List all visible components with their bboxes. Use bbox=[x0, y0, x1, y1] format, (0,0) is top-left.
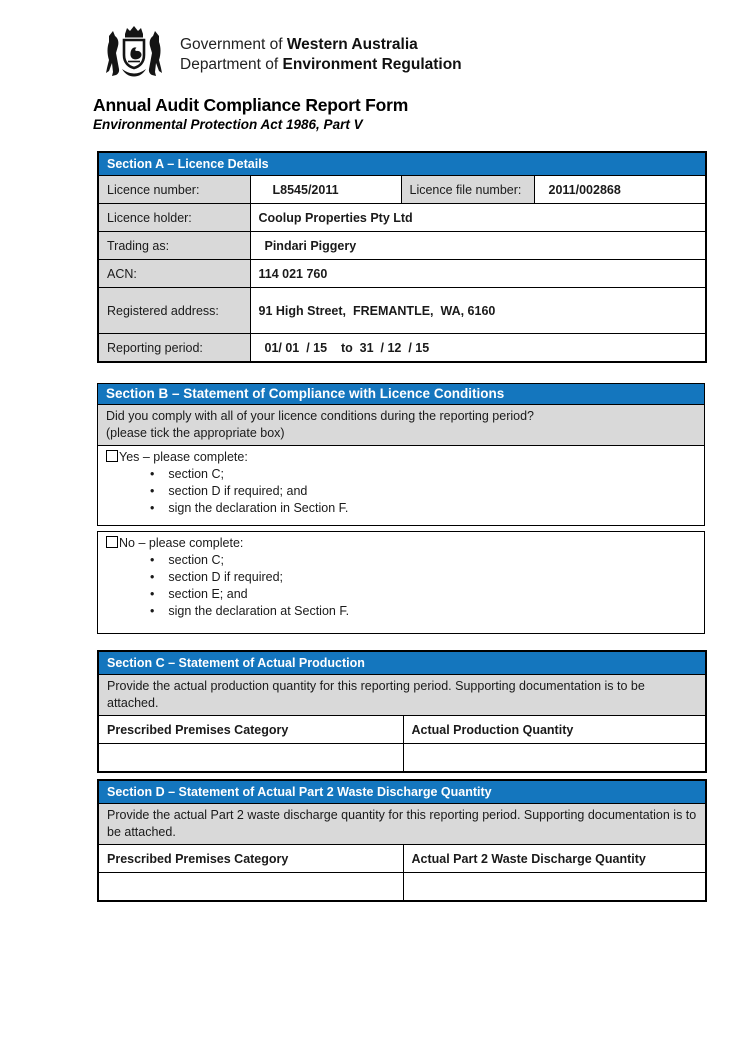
yes-checkbox[interactable] bbox=[106, 450, 118, 462]
section-d: Section D – Statement of Actual Part 2 W… bbox=[97, 779, 707, 902]
bullet-icon: • bbox=[150, 587, 155, 601]
section-d-table: Section D – Statement of Actual Part 2 W… bbox=[97, 779, 707, 902]
bullet-icon: • bbox=[150, 501, 155, 515]
section-d-header: Section D – Statement of Actual Part 2 W… bbox=[97, 779, 707, 804]
list-item: • sign the declaration in Section F. bbox=[106, 500, 696, 517]
no-bullet-3: section E; and bbox=[168, 587, 248, 601]
licence-holder-label: Licence holder: bbox=[97, 203, 251, 232]
list-item: • section C; bbox=[106, 552, 696, 569]
trading-as-value[interactable]: Pindari Piggery bbox=[249, 231, 707, 260]
column-header-production-quantity: Actual Production Quantity bbox=[402, 715, 707, 744]
reporting-period-label: Reporting period: bbox=[97, 333, 251, 363]
no-option-box: No – please complete: • section C; • secti… bbox=[97, 531, 705, 634]
gov-line-1: Government of Western Australia bbox=[180, 35, 462, 55]
licence-holder-value[interactable]: Coolup Properties Pty Ltd bbox=[249, 203, 707, 232]
yes-bullet-3: sign the declaration in Section F. bbox=[168, 501, 349, 515]
column-header-category: Prescribed Premises Category bbox=[97, 844, 404, 873]
yes-option-line: Yes – please complete: bbox=[106, 449, 696, 466]
no-bullet-list: • section C; • section D if required; • sec… bbox=[106, 552, 696, 620]
gov-line1-bold: Western Australia bbox=[286, 36, 418, 53]
section-b: Section B – Statement of Compliance with… bbox=[97, 383, 705, 634]
question-line-2: (please tick the appropriate box) bbox=[106, 426, 285, 440]
gov-line1-normal: Government of bbox=[180, 36, 287, 53]
licence-number-value[interactable]: L8545/2011 bbox=[249, 175, 402, 204]
licence-file-number-value[interactable]: 2011/002868 bbox=[533, 175, 707, 204]
list-item: • section C; bbox=[106, 466, 696, 483]
licence-number-label: Licence number: bbox=[97, 175, 251, 204]
waste-discharge-quantity-input-cell[interactable] bbox=[402, 872, 707, 902]
yes-bullet-1: section C; bbox=[168, 467, 224, 481]
no-bullet-1: section C; bbox=[168, 553, 224, 567]
bullet-icon: • bbox=[150, 484, 155, 498]
no-bullet-2: section D if required; bbox=[168, 570, 284, 584]
no-option-label: No – please complete: bbox=[119, 536, 244, 550]
wa-coat-of-arms-logo bbox=[99, 24, 169, 93]
acn-label: ACN: bbox=[97, 259, 251, 288]
no-checkbox[interactable] bbox=[106, 536, 118, 548]
column-header-waste-discharge-quantity: Actual Part 2 Waste Discharge Quantity bbox=[402, 844, 707, 873]
table-row bbox=[97, 872, 707, 902]
yes-option-box: Yes – please complete: • section C; • sect… bbox=[97, 445, 705, 526]
government-text: Government of Western Australia Departme… bbox=[180, 35, 462, 74]
section-a: Section A – Licence Details Licence numb… bbox=[97, 151, 708, 363]
question-line-1: Did you comply with all of your licence … bbox=[106, 409, 535, 423]
registered-address-label: Registered address: bbox=[97, 287, 251, 334]
licence-file-number-label: Licence file number: bbox=[400, 175, 535, 204]
section-b-header: Section B – Statement of Compliance with… bbox=[97, 383, 705, 405]
trading-as-label: Trading as: bbox=[97, 231, 251, 260]
section-a-table: Section A – Licence Details Licence numb… bbox=[97, 151, 708, 363]
list-item: • sign the declaration at Section F. bbox=[106, 603, 696, 620]
list-item: • section D if required; and bbox=[106, 483, 696, 500]
section-b-question: Did you comply with all of your licence … bbox=[97, 404, 705, 446]
page-subtitle: Environmental Protection Act 1986, Part … bbox=[93, 117, 363, 132]
bullet-icon: • bbox=[150, 553, 155, 567]
no-option-line: No – please complete: bbox=[106, 535, 696, 552]
yes-bullet-2: section D if required; and bbox=[168, 484, 308, 498]
bullet-icon: • bbox=[150, 467, 155, 481]
production-quantity-input-cell[interactable] bbox=[402, 743, 707, 773]
yes-bullet-list: • section C; • section D if required; and … bbox=[106, 466, 696, 517]
page-title: Annual Audit Compliance Report Form bbox=[93, 95, 409, 115]
section-c-intro: Provide the actual production quantity f… bbox=[97, 674, 707, 716]
table-row bbox=[97, 743, 707, 773]
registered-address-value[interactable]: 91 High Street, FREMANTLE, WA, 6160 bbox=[249, 287, 707, 334]
acn-value[interactable]: 114 021 760 bbox=[249, 259, 707, 288]
yes-option-label: Yes – please complete: bbox=[119, 450, 248, 464]
gov-line2-bold: Environment Regulation bbox=[282, 55, 462, 73]
reporting-period-value[interactable]: 01/ 01 / 15 to 31 / 12 / 15 bbox=[249, 333, 707, 363]
column-header-category: Prescribed Premises Category bbox=[97, 715, 404, 744]
section-d-intro: Provide the actual Part 2 waste discharg… bbox=[97, 803, 707, 845]
list-item: • section D if required; bbox=[106, 569, 696, 586]
list-item: • section E; and bbox=[106, 586, 696, 603]
bullet-icon: • bbox=[150, 570, 155, 584]
section-c-header: Section C – Statement of Actual Producti… bbox=[97, 650, 707, 675]
category-input-cell[interactable] bbox=[97, 872, 404, 902]
section-c: Section C – Statement of Actual Producti… bbox=[97, 650, 707, 773]
bullet-icon: • bbox=[150, 604, 155, 618]
category-input-cell[interactable] bbox=[97, 743, 404, 773]
gov-line2-normal: Department of bbox=[180, 55, 283, 73]
gov-line-2: Department of Environment Regulation bbox=[180, 55, 462, 75]
wa-coat-of-arms-icon bbox=[106, 26, 162, 77]
section-c-table: Section C – Statement of Actual Producti… bbox=[97, 650, 707, 773]
no-bullet-4: sign the declaration at Section F. bbox=[168, 604, 350, 618]
section-a-header: Section A – Licence Details bbox=[97, 151, 707, 176]
